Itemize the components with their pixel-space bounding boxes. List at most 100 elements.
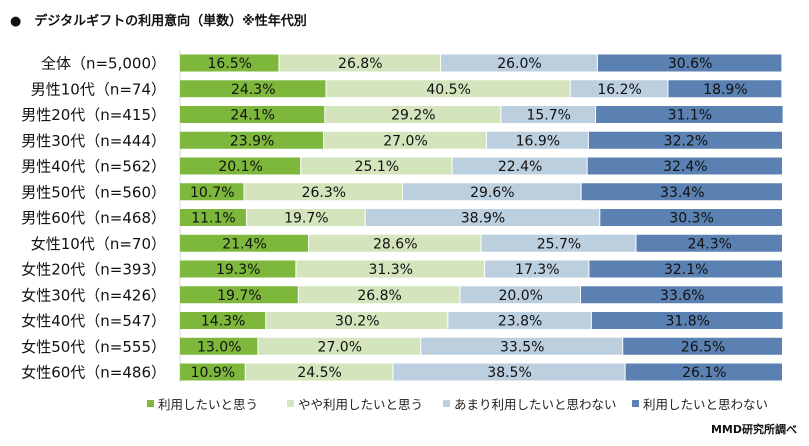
data-label: 17.3% <box>515 262 559 278</box>
bar-segment <box>180 209 246 226</box>
data-label: 19.7% <box>217 288 261 304</box>
category-label: 女性40代（n=547） <box>21 312 166 330</box>
data-label: 32.4% <box>663 159 707 175</box>
category-label: 男性10代（n=74） <box>31 80 166 98</box>
category-label: 女性60代（n=486） <box>21 364 166 382</box>
legend-label: あまり利用したいと思わない <box>454 397 617 412</box>
bar-segment <box>421 337 623 355</box>
bar-segment <box>441 54 597 72</box>
bar-segment <box>309 234 481 252</box>
bar-segment <box>587 157 782 175</box>
data-label: 16.2% <box>597 82 641 98</box>
data-label: 32.1% <box>664 262 708 278</box>
bar-segment <box>481 234 636 252</box>
data-label: 19.3% <box>216 262 260 278</box>
bar-segment <box>326 80 570 98</box>
bar-segment <box>180 312 266 329</box>
bar-segment <box>581 183 782 201</box>
data-label: 26.0% <box>497 56 541 72</box>
data-label: 32.2% <box>664 133 708 149</box>
data-label: 24.3% <box>231 82 275 98</box>
bar-segment <box>180 260 296 278</box>
bar-segment <box>301 157 452 175</box>
bar-segment <box>668 80 782 98</box>
data-label: 40.5% <box>426 82 470 98</box>
category-label: 男性50代（n=560） <box>21 183 166 201</box>
bar-segment <box>596 106 783 123</box>
category-label: 女性50代（n=555） <box>21 338 166 356</box>
data-label: 23.9% <box>230 133 274 149</box>
data-label: 24.1% <box>230 108 274 124</box>
data-label: 33.4% <box>660 185 704 201</box>
data-label: 16.5% <box>208 56 252 72</box>
bar-segment <box>485 260 589 278</box>
legend-swatch <box>632 400 639 407</box>
bar-segment <box>501 106 596 123</box>
data-label: 10.7% <box>190 185 234 201</box>
data-label: 21.4% <box>222 236 266 252</box>
legend-label: 利用したいと思わない <box>643 397 769 412</box>
bar-segment <box>570 80 668 98</box>
bar-segment <box>393 363 625 381</box>
bar-segment <box>636 234 782 252</box>
data-label: 20.0% <box>498 288 542 304</box>
data-label: 26.8% <box>338 56 382 72</box>
data-label: 30.3% <box>669 211 713 227</box>
data-label: 11.1% <box>191 211 235 227</box>
legend-item: やや利用したいと思う <box>287 394 423 413</box>
bar-segment <box>180 54 279 72</box>
bar-segment <box>325 106 501 123</box>
bar-segment <box>244 183 403 201</box>
bar-segment <box>180 363 245 381</box>
data-label: 14.3% <box>201 314 245 330</box>
bar-segment <box>580 286 783 304</box>
category-label: 女性30代（n=426） <box>21 286 166 304</box>
data-label: 27.0% <box>318 339 362 355</box>
bar-segment <box>324 131 486 149</box>
data-label: 33.5% <box>500 339 544 355</box>
data-label: 38.5% <box>487 365 531 381</box>
bar-segment <box>180 337 258 355</box>
data-label: 25.7% <box>537 236 581 252</box>
data-label: 10.9% <box>191 365 235 381</box>
bar-segment <box>245 363 393 381</box>
bar-segment <box>180 106 325 123</box>
bar-segment <box>180 286 298 304</box>
legend-swatch <box>287 400 294 407</box>
data-label: 22.4% <box>498 159 542 175</box>
data-label: 31.8% <box>665 314 709 330</box>
bar-segment <box>298 286 460 304</box>
bar-segment <box>180 183 244 201</box>
data-label: 33.6% <box>660 288 704 304</box>
category-label: 男性60代（n=468） <box>21 209 166 227</box>
category-label: 女性10代（n=70） <box>31 235 166 253</box>
data-label: 26.5% <box>681 339 725 355</box>
bar-segment <box>448 312 591 329</box>
bar-segment <box>625 363 782 381</box>
data-label: 28.6% <box>373 236 417 252</box>
bar-segment <box>180 131 324 149</box>
data-label: 25.1% <box>355 159 399 175</box>
data-label: 31.3% <box>369 262 413 278</box>
bar-segment <box>623 337 782 355</box>
data-label: 20.1% <box>218 159 262 175</box>
bar-segment <box>588 131 782 149</box>
bar-segment <box>279 54 441 72</box>
data-label: 31.1% <box>668 108 712 124</box>
legend-item: あまり利用したいと思わない <box>443 394 617 413</box>
data-label: 30.6% <box>668 56 712 72</box>
legend-label: やや利用したいと思う <box>298 397 424 412</box>
bar-segment <box>180 234 309 252</box>
data-label: 24.3% <box>687 236 731 252</box>
bar-segment <box>266 312 448 329</box>
bar-segment <box>258 337 421 355</box>
chart-title: ● デジタルギフトの利用意向（単数）※性年代別 <box>10 14 307 29</box>
legend-swatch <box>147 400 154 407</box>
legend-swatch <box>443 400 450 407</box>
category-label: 男性40代（n=562） <box>21 158 166 176</box>
data-label: 23.8% <box>498 314 542 330</box>
bar-segment <box>180 157 301 175</box>
source-note: MMD研究所調べ <box>710 423 797 436</box>
bar-segment <box>365 209 600 226</box>
